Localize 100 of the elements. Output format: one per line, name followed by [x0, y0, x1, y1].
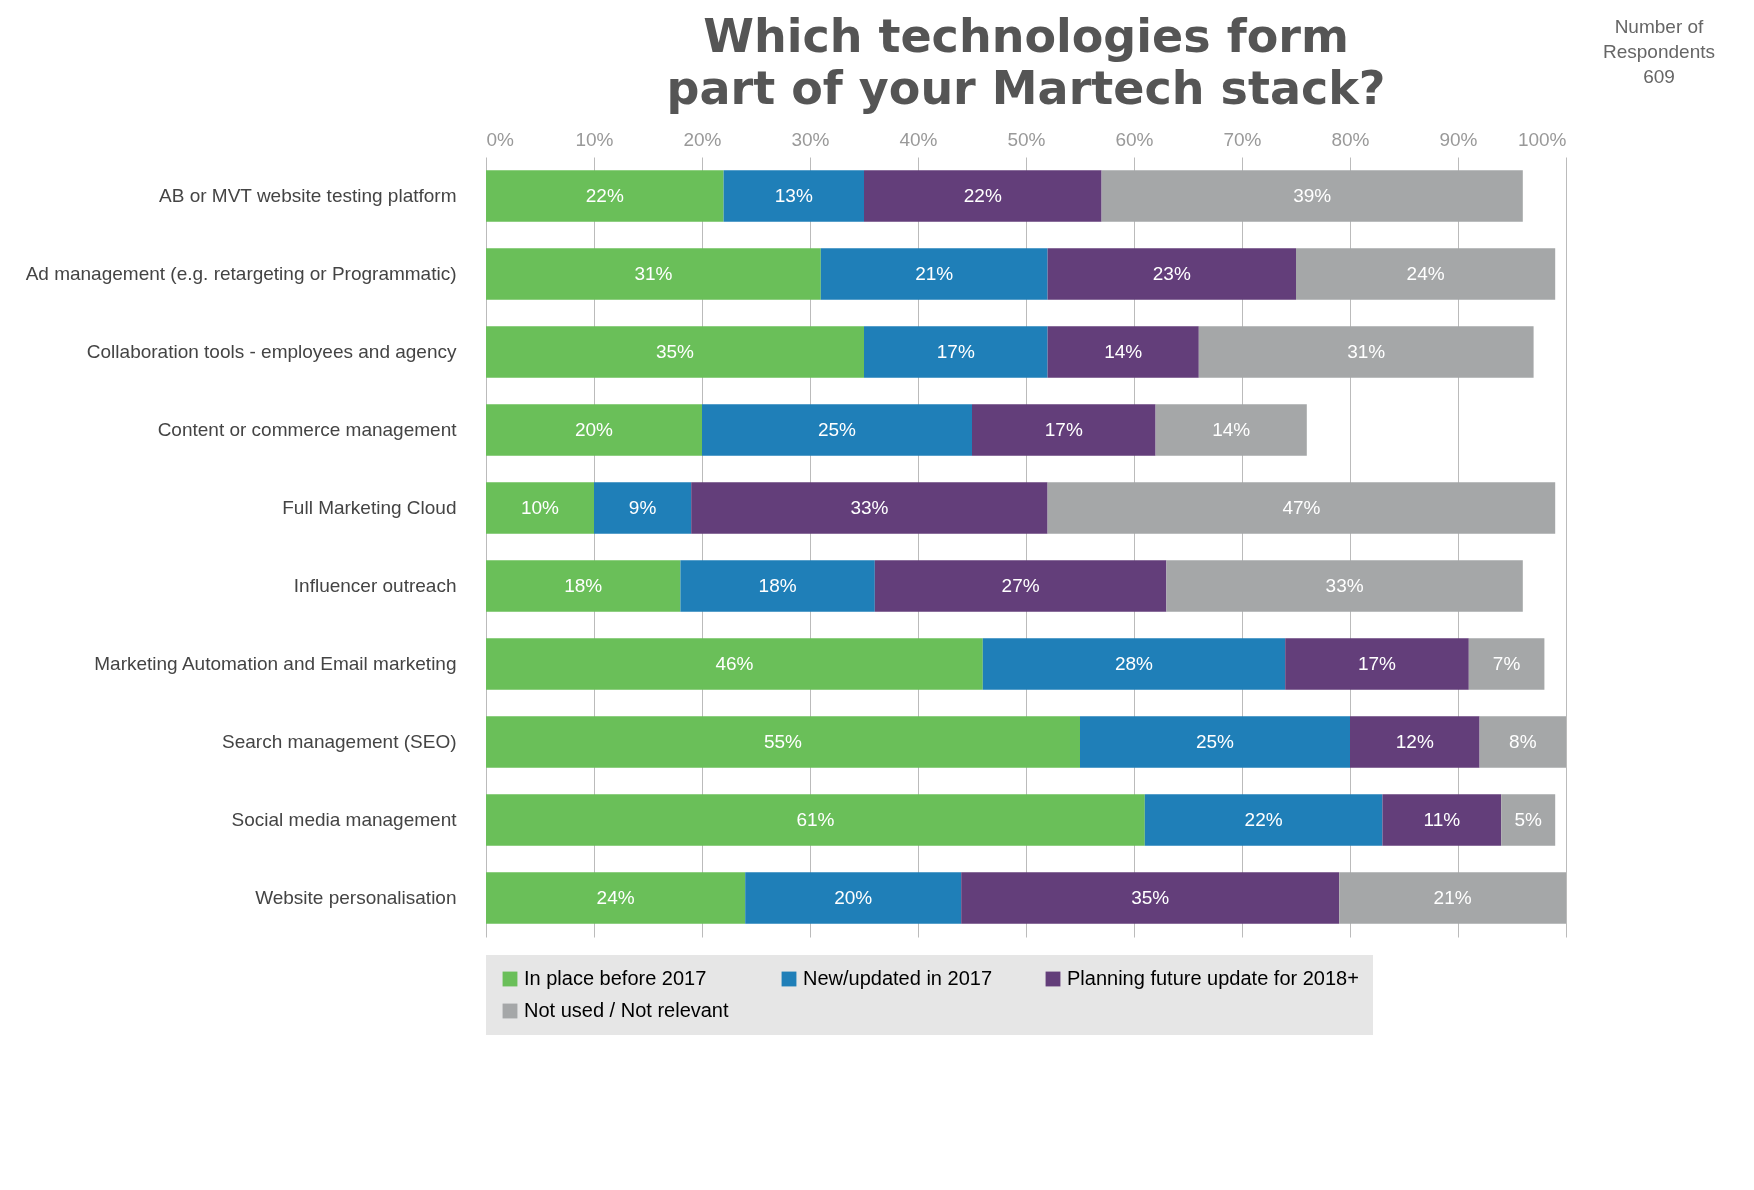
text: Number of Respondents 609 [1594, 14, 1724, 89]
chart-title: Which technologies form part of your Martech stack? [666, 9, 1386, 115]
bar [1468, 638, 1545, 690]
data-label: 61% [796, 809, 835, 830]
data-label: 31% [1347, 341, 1386, 362]
bar [972, 404, 1156, 456]
bar [486, 794, 1145, 846]
x-tick-label: 0% [486, 128, 515, 150]
bar [486, 716, 1080, 768]
data-label: 31% [634, 263, 673, 284]
data-label: 47% [1282, 497, 1321, 518]
bar [486, 404, 702, 456]
data-label: 23% [1152, 263, 1191, 284]
data-label: 17% [936, 341, 975, 362]
y-tick-label: AB or MVT website testing platform [159, 185, 457, 206]
y-tick-label: Influencer outreach [293, 575, 457, 596]
x-tick-label: 20% [683, 128, 722, 150]
y-tick-label: Collaboration tools - employees and agency [86, 341, 457, 362]
data-label: 27% [1001, 575, 1040, 596]
bar [864, 326, 1048, 378]
bar [1155, 404, 1307, 456]
data-label: 20% [574, 419, 614, 440]
bar [1296, 248, 1556, 300]
bar [486, 872, 746, 924]
bar [1479, 716, 1566, 768]
bar [723, 170, 864, 222]
legend-label: Not used / Not relevant [524, 999, 729, 1021]
data-label: 14% [1104, 341, 1143, 362]
data-label: 46% [715, 653, 754, 674]
x-tick-label: 60% [1115, 128, 1154, 150]
data-label: 13% [774, 185, 813, 206]
bar [864, 170, 1102, 222]
data-label: 7% [1492, 653, 1521, 674]
y-tick-label: Ad management (e.g. retargeting or Programmatic) [25, 263, 457, 284]
bar [1285, 638, 1469, 690]
data-label: 33% [850, 497, 889, 518]
data-label: 35% [1131, 887, 1170, 908]
bar [594, 482, 692, 534]
y-tick-label: Search management (SEO) [222, 731, 457, 752]
data-label: 22% [585, 185, 624, 206]
legend-label: In place before 2017 [524, 967, 707, 989]
data-label: 21% [1433, 887, 1472, 908]
data-label: 5% [1514, 809, 1543, 830]
bar [1382, 794, 1502, 846]
bar [486, 560, 681, 612]
bar [745, 872, 962, 924]
data-label: 12% [1395, 731, 1434, 752]
bar [1501, 794, 1556, 846]
x-tick-label: 50% [1007, 128, 1046, 150]
bar [1047, 248, 1296, 300]
bar [961, 872, 1340, 924]
bar [680, 560, 875, 612]
data-label: 10% [520, 497, 560, 518]
data-label: 14% [1212, 419, 1251, 440]
data-label: 39% [1293, 185, 1332, 206]
x-tick-label: 90% [1439, 128, 1478, 150]
data-label: 55% [763, 731, 803, 752]
data-label: 9% [628, 497, 657, 518]
data-label: 25% [1195, 731, 1235, 752]
legend-label: Planning future update for 2018+ [1067, 967, 1359, 989]
x-tick-label: 100% [1517, 128, 1567, 150]
x-tick-label: 70% [1223, 128, 1262, 150]
data-label: 17% [1044, 419, 1083, 440]
data-label: 17% [1357, 653, 1397, 674]
x-tick-label: 40% [899, 128, 938, 150]
data-label: 35% [655, 341, 695, 362]
bar [874, 560, 1167, 612]
x-tick-label: 10% [575, 128, 614, 150]
data-label: 11% [1423, 809, 1461, 830]
bar [1166, 560, 1523, 612]
y-tick-label: Marketing Automation and Email marketing [94, 653, 457, 674]
data-label: 22% [1244, 809, 1283, 830]
y-tick-label: Website personalisation [255, 887, 457, 908]
y-tick-label: Content or commerce management [157, 419, 458, 440]
bar [1198, 326, 1534, 378]
bar [982, 638, 1286, 690]
bar [691, 482, 1048, 534]
bar [1144, 794, 1383, 846]
x-tick-label: 30% [791, 128, 830, 150]
data-label: 25% [817, 419, 857, 440]
data-label: 33% [1325, 575, 1364, 596]
bar [486, 170, 724, 222]
x-tick-label: 80% [1331, 128, 1370, 150]
bar [1080, 716, 1350, 768]
bar [1047, 326, 1199, 378]
y-tick-label: Social media management [231, 809, 458, 830]
data-label: 24% [1406, 263, 1445, 284]
bar [1101, 170, 1523, 222]
bar [1350, 716, 1480, 768]
bar [702, 404, 972, 456]
data-label: 18% [564, 575, 603, 596]
data-label: 24% [596, 887, 635, 908]
data-label: 28% [1114, 653, 1154, 674]
bar [486, 326, 864, 378]
bar [486, 248, 821, 300]
bar [486, 638, 983, 690]
data-label: 8% [1509, 731, 1537, 752]
data-label: 20% [834, 887, 873, 908]
bar [820, 248, 1048, 300]
bar [1339, 872, 1566, 924]
